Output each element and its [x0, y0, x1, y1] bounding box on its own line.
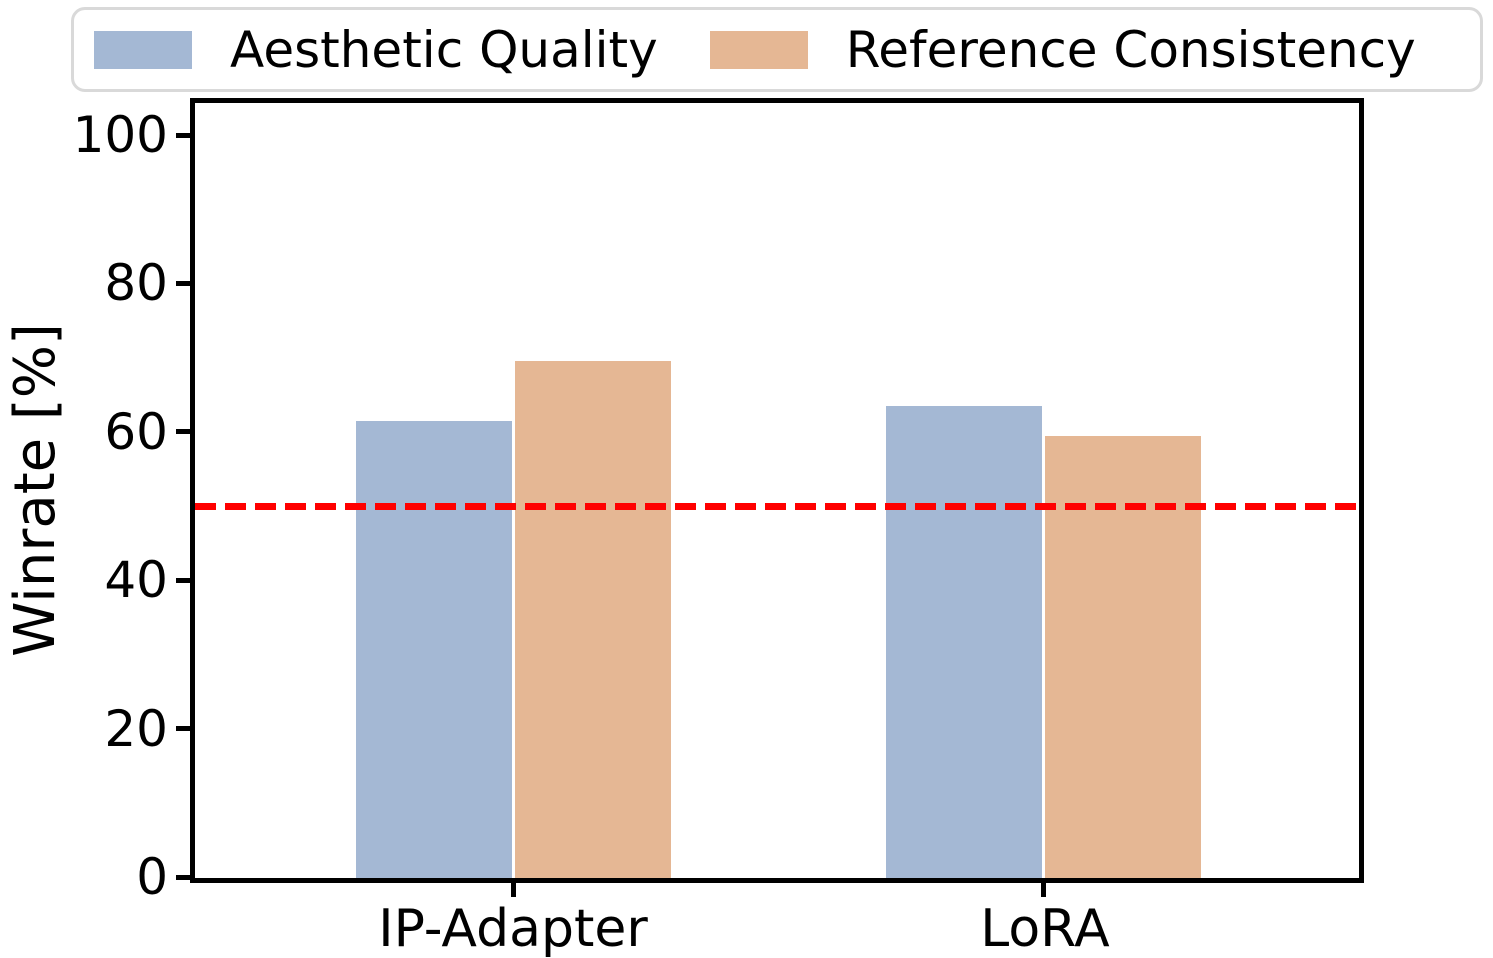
reference-consistency-swatch [709, 30, 808, 69]
legend-item-aesthetic-quality: Aesthetic Quality [94, 22, 658, 78]
y-tick-60 [176, 429, 190, 434]
y-axis-label: Winrate [%] [3, 323, 68, 657]
legend: Aesthetic Quality Reference Consistency [71, 7, 1483, 92]
y-tick-label-40: 40 [104, 551, 168, 609]
x-tick-lora [1041, 883, 1046, 897]
x-tick-ip-adapter [511, 883, 516, 897]
y-tick-label-20: 20 [104, 700, 168, 758]
reference-line [195, 503, 1359, 510]
x-tick-label-lora: LoRA [980, 899, 1110, 958]
bar-ip-adapter-reference-consistency [515, 361, 671, 878]
y-tick-0 [176, 875, 190, 880]
y-tick-label-80: 80 [104, 254, 168, 312]
bar-ip-adapter-aesthetic-quality [356, 421, 512, 878]
y-tick-80 [176, 281, 190, 286]
bar-lora-aesthetic-quality [886, 406, 1042, 878]
y-tick-label-60: 60 [104, 403, 168, 461]
legend-item-reference-consistency: Reference Consistency [709, 20, 1416, 79]
legend-label-aesthetic-quality: Aesthetic Quality [230, 20, 658, 79]
y-tick-100 [176, 133, 190, 138]
y-tick-40 [176, 578, 190, 583]
y-tick-label-0: 0 [136, 848, 168, 906]
x-tick-label-ip-adapter: IP-Adapter [378, 899, 648, 958]
y-tick-20 [176, 726, 190, 731]
aesthetic-quality-swatch [94, 30, 192, 69]
y-tick-label-100: 100 [72, 106, 168, 164]
legend-label-reference-consistency: Reference Consistency [845, 20, 1416, 79]
